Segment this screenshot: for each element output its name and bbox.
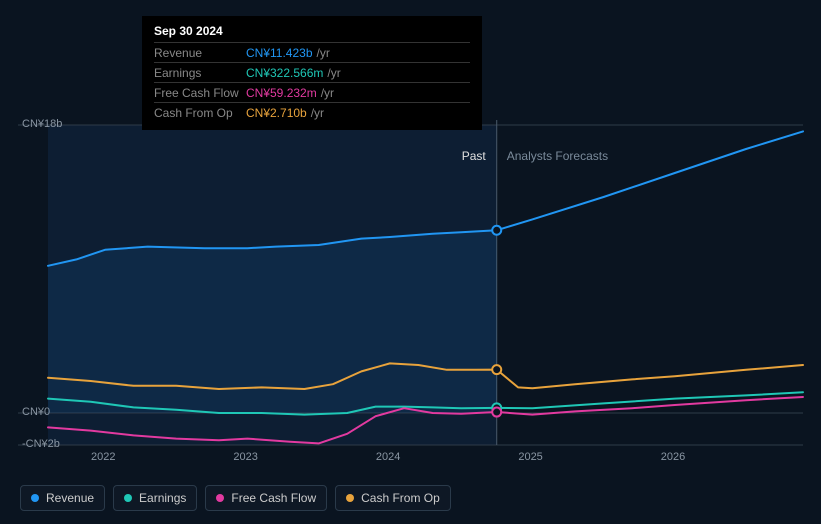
- x-axis-label: 2024: [376, 451, 400, 463]
- past-label: Past: [462, 149, 486, 163]
- tooltip-row: Cash From OpCN¥2.710b/yr: [154, 102, 470, 122]
- marker-free_cash_flow: [492, 408, 501, 417]
- chart-tooltip: Sep 30 2024RevenueCN¥11.423b/yrEarningsC…: [142, 16, 482, 130]
- tooltip-row-label: Free Cash Flow: [154, 86, 246, 100]
- legend-dot-icon: [31, 494, 39, 502]
- tooltip-row-label: Revenue: [154, 46, 246, 60]
- tooltip-row-value: CN¥59.232m: [246, 86, 317, 100]
- y-axis-label: CN¥18b: [22, 118, 62, 130]
- legend-dot-icon: [216, 494, 224, 502]
- legend-item-cash-from-op[interactable]: Cash From Op: [335, 485, 451, 511]
- x-axis-label: 2025: [518, 451, 542, 463]
- legend-dot-icon: [124, 494, 132, 502]
- forecast-label: Analysts Forecasts: [507, 149, 608, 163]
- tooltip-row-unit: /yr: [317, 46, 330, 60]
- tooltip-row: Free Cash FlowCN¥59.232m/yr: [154, 82, 470, 102]
- legend-item-free-cash-flow[interactable]: Free Cash Flow: [205, 485, 327, 511]
- x-axis-label: 2023: [233, 451, 257, 463]
- x-axis-label: 2022: [91, 451, 115, 463]
- revenue-area: [48, 230, 497, 413]
- tooltip-row: EarningsCN¥322.566m/yr: [154, 62, 470, 82]
- legend-item-label: Cash From Op: [361, 491, 440, 505]
- financial-chart: CN¥18b CN¥0 -CN¥2b 2022 2023 2024 2025 2026 Past…: [0, 0, 821, 524]
- legend-item-revenue[interactable]: Revenue: [20, 485, 105, 511]
- legend-item-label: Revenue: [46, 491, 94, 505]
- x-axis-label: 2026: [661, 451, 685, 463]
- legend-item-earnings[interactable]: Earnings: [113, 485, 197, 511]
- legend-item-label: Free Cash Flow: [231, 491, 316, 505]
- tooltip-title: Sep 30 2024: [154, 24, 470, 42]
- tooltip-row-value: CN¥322.566m: [246, 66, 323, 80]
- legend: Revenue Earnings Free Cash Flow Cash From O…: [20, 485, 451, 511]
- marker-revenue: [492, 226, 501, 235]
- legend-dot-icon: [346, 494, 354, 502]
- y-axis-label: CN¥0: [22, 406, 50, 418]
- tooltip-row-label: Earnings: [154, 66, 246, 80]
- tooltip-row-unit: /yr: [321, 86, 334, 100]
- tooltip-row-label: Cash From Op: [154, 106, 246, 120]
- marker-cash_from_op: [492, 365, 501, 374]
- tooltip-row-value: CN¥11.423b: [246, 46, 313, 60]
- tooltip-row-unit: /yr: [311, 106, 324, 120]
- tooltip-row-unit: /yr: [327, 66, 340, 80]
- y-axis-label: -CN¥2b: [22, 438, 60, 450]
- legend-item-label: Earnings: [139, 491, 186, 505]
- tooltip-row-value: CN¥2.710b: [246, 106, 307, 120]
- tooltip-row: RevenueCN¥11.423b/yr: [154, 42, 470, 62]
